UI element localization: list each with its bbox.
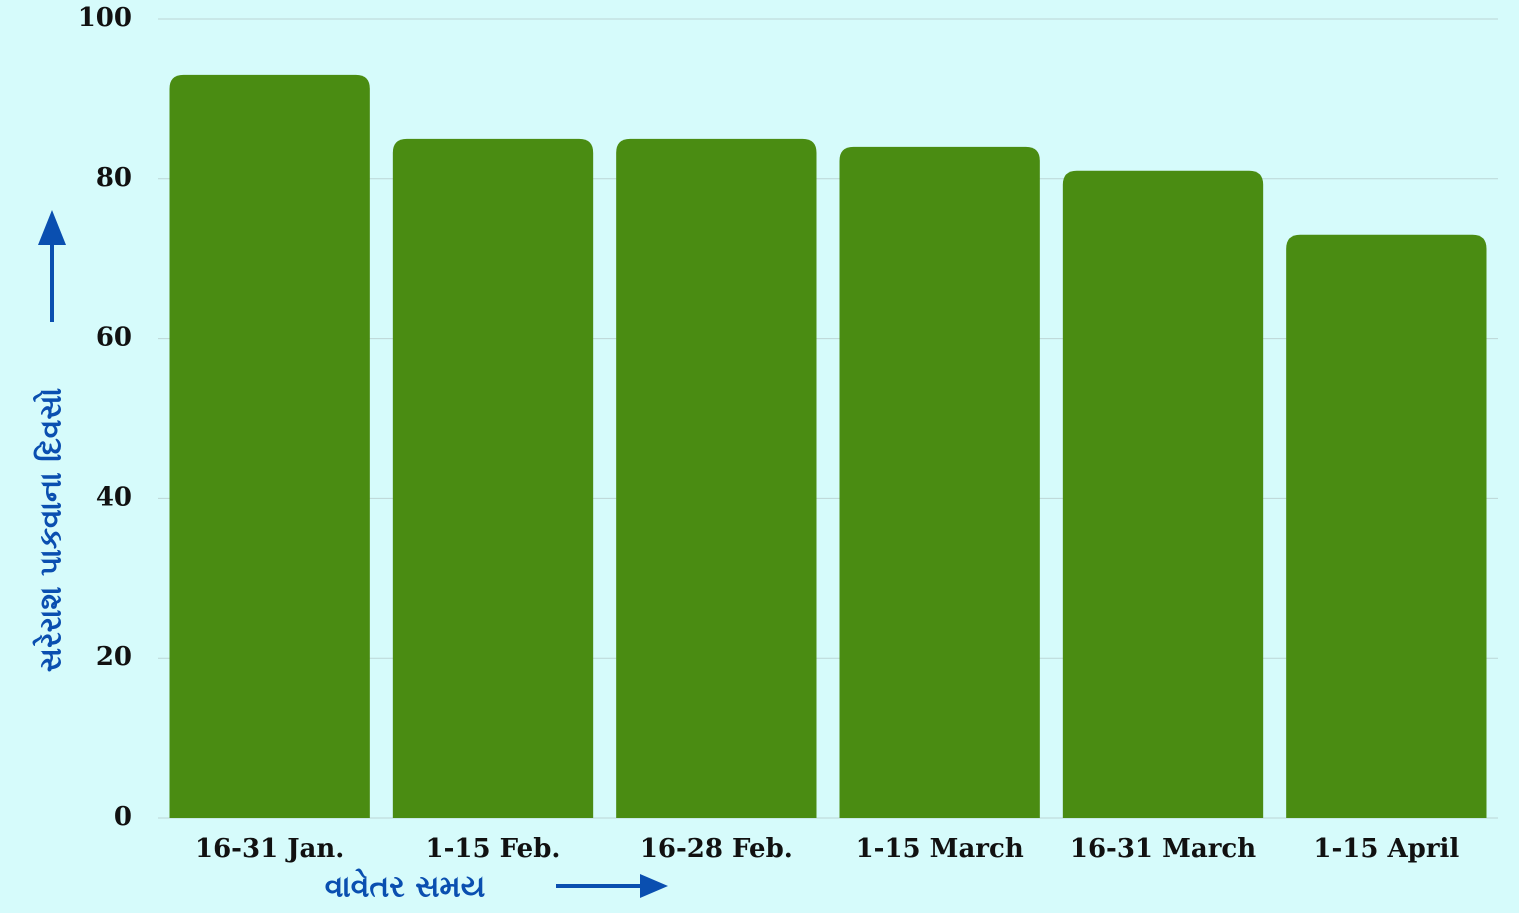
y-tick-label: 0: [114, 802, 132, 832]
y-tick-label: 100: [78, 3, 132, 33]
bar: [392, 138, 594, 819]
x-tick-label: 1-15 March: [856, 834, 1024, 864]
bar: [1062, 170, 1264, 818]
grid: [158, 18, 1498, 819]
y-arrow-head: [38, 210, 66, 245]
y-tick-label: 80: [96, 163, 132, 193]
bar: [839, 146, 1040, 819]
x-tick-label: 1-15 Feb.: [426, 834, 561, 864]
x-arrow-head: [640, 874, 668, 898]
x-tick-label: 16-31 March: [1070, 834, 1256, 864]
x-axis-title: વાવેતર સમય: [325, 868, 486, 904]
x-tick-label: 1-15 April: [1313, 834, 1459, 864]
y-axis-title: સરેરાશ પાકવાના દિવસો: [32, 388, 68, 672]
bar: [169, 74, 370, 819]
bars: [169, 74, 1487, 819]
y-tick-label: 60: [96, 323, 132, 353]
bar: [616, 138, 817, 819]
y-tick-label: 20: [96, 642, 132, 672]
x-tick-label: 16-31 Jan.: [195, 834, 344, 864]
bar: [1286, 234, 1487, 819]
x-tick-label: 16-28 Feb.: [640, 834, 793, 864]
y-tick-label: 40: [96, 482, 132, 512]
